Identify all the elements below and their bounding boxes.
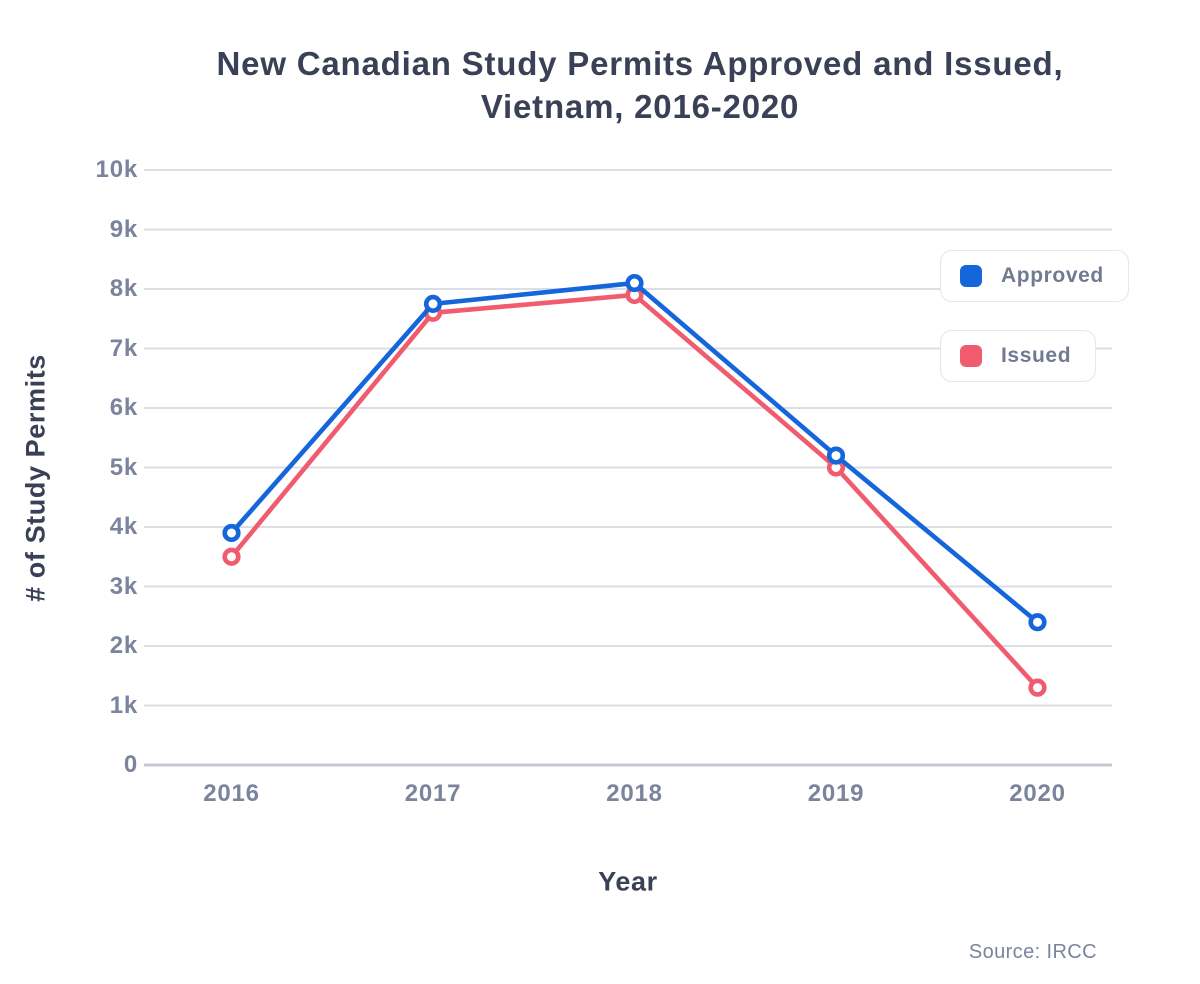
data-point-approved-2020 xyxy=(1028,613,1047,632)
y-axis-tick-labels: 0 1k 2k 3k 4k 5k 6k 7k 8k 9k 10k xyxy=(0,0,138,984)
issued-series-swatch xyxy=(960,345,982,367)
chart-title-line-2: Vietnam, 2016-2020 xyxy=(480,88,800,125)
y-tick-label-2k: 2k xyxy=(109,632,138,659)
data-point-approved-2016 xyxy=(222,523,241,543)
y-tick-label-0: 0 xyxy=(123,751,138,778)
x-tick-label-2016: 2016 xyxy=(203,780,260,807)
y-tick-label-9k: 9k xyxy=(109,215,138,243)
chart-title-line-1: New Canadian Study Permits Approved and … xyxy=(216,45,1064,82)
y-tick-label-7k: 7k xyxy=(109,334,138,362)
legend-item-issued: Issued xyxy=(940,330,1097,382)
y-tick-label-1k: 1k xyxy=(109,691,138,719)
data-point-approved-2018 xyxy=(625,273,644,293)
y-tick-label-4k: 4k xyxy=(109,513,138,540)
legend-label-issued: Issued xyxy=(1001,344,1072,367)
x-tick-label-2018: 2018 xyxy=(606,780,663,807)
legend-label-approved: Approved xyxy=(1001,264,1104,287)
legend-item-approved: Approved xyxy=(940,250,1129,302)
source-note: Source: IRCC xyxy=(968,941,1097,963)
x-axis-title: Year xyxy=(598,866,658,897)
data-point-issued-2020 xyxy=(1028,678,1047,697)
x-tick-label-2020: 2020 xyxy=(1009,780,1066,807)
y-tick-label-6k: 6k xyxy=(109,394,138,421)
x-tick-label-2017: 2017 xyxy=(404,780,462,807)
data-point-approved-2019 xyxy=(826,446,846,465)
chart-title: New Canadian Study Permits Approved and … xyxy=(80,42,1200,128)
y-tick-label-5k: 5k xyxy=(109,453,138,481)
approved-series-swatch xyxy=(960,265,982,287)
data-point-approved-2017 xyxy=(423,294,443,313)
y-tick-label-10k: 10k xyxy=(95,156,138,183)
y-tick-label-3k: 3k xyxy=(109,572,138,600)
data-point-issued-2016 xyxy=(222,547,241,566)
x-tick-label-2019: 2019 xyxy=(807,780,865,807)
y-tick-label-8k: 8k xyxy=(109,275,138,302)
